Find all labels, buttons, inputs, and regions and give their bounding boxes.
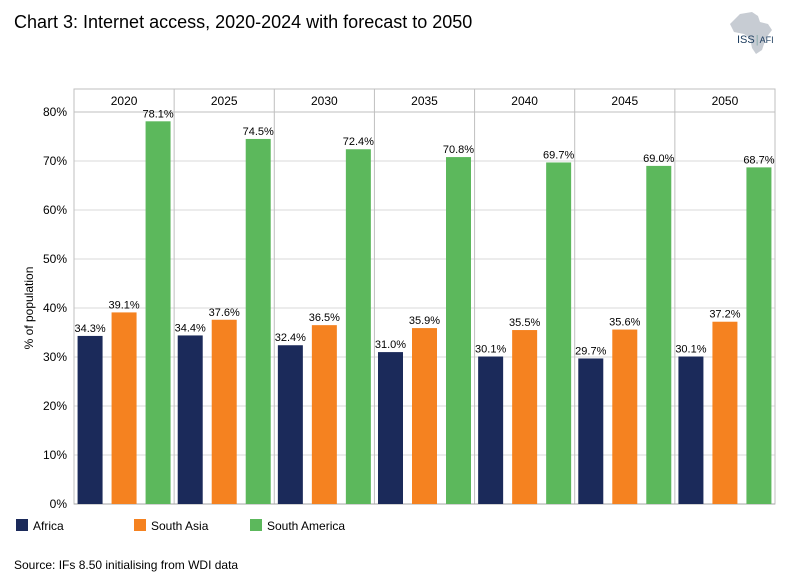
bar bbox=[211, 319, 237, 504]
y-tick-label: 0% bbox=[50, 497, 68, 511]
bar bbox=[678, 356, 704, 504]
data-label: 69.0% bbox=[643, 153, 674, 165]
y-tick-label: 20% bbox=[43, 399, 67, 413]
bar bbox=[77, 335, 103, 504]
bar bbox=[746, 167, 772, 504]
bar bbox=[446, 157, 471, 504]
bar bbox=[145, 121, 171, 504]
page-title: Chart 3: Internet access, 2020-2024 with… bbox=[14, 12, 473, 32]
bar bbox=[277, 345, 303, 504]
category-label: 2030 bbox=[311, 94, 338, 108]
bar bbox=[177, 335, 203, 504]
category-label: 2035 bbox=[411, 94, 438, 108]
data-label: 69.7% bbox=[543, 149, 574, 161]
y-tick-label: 30% bbox=[43, 350, 67, 364]
legend-swatch bbox=[16, 519, 28, 531]
data-label: 32.4% bbox=[275, 332, 306, 344]
category-label: 2050 bbox=[712, 94, 739, 108]
y-tick-label: 40% bbox=[43, 301, 67, 315]
bar bbox=[111, 312, 137, 504]
data-label: 78.1% bbox=[142, 108, 173, 120]
bar bbox=[646, 165, 672, 504]
y-axis-label: % of population bbox=[22, 267, 36, 350]
data-label: 37.6% bbox=[209, 307, 240, 319]
logo-sub: AFI bbox=[759, 35, 774, 45]
bar bbox=[378, 352, 403, 504]
africa-map-icon bbox=[730, 12, 772, 54]
data-label: 29.7% bbox=[575, 345, 606, 357]
y-tick-label: 60% bbox=[43, 203, 67, 217]
bar bbox=[712, 321, 738, 504]
bar bbox=[546, 162, 572, 504]
bar bbox=[578, 358, 604, 504]
bar bbox=[245, 138, 271, 504]
y-tick-label: 80% bbox=[43, 105, 67, 119]
bar bbox=[345, 149, 371, 505]
legend-label: South America bbox=[267, 519, 345, 533]
category-label: 2025 bbox=[211, 94, 238, 108]
legend-swatch bbox=[134, 519, 146, 531]
data-label: 35.6% bbox=[609, 317, 640, 329]
y-tick-label: 10% bbox=[43, 448, 67, 462]
bar bbox=[612, 329, 638, 504]
data-label: 35.5% bbox=[509, 317, 540, 329]
category-label: 2020 bbox=[111, 94, 138, 108]
bar bbox=[412, 328, 437, 504]
data-label: 35.9% bbox=[409, 315, 440, 327]
category-label: 2045 bbox=[611, 94, 638, 108]
legend-label: Africa bbox=[33, 519, 64, 533]
iss-logo: ISS|AFI bbox=[737, 34, 774, 46]
category-label: 2040 bbox=[511, 94, 538, 108]
data-label: 37.2% bbox=[709, 309, 740, 321]
legend-label: South Asia bbox=[151, 519, 209, 533]
data-label: 70.8% bbox=[443, 144, 474, 156]
bar bbox=[478, 356, 504, 504]
data-label: 74.5% bbox=[243, 126, 274, 138]
data-label: 30.1% bbox=[675, 344, 706, 356]
bar bbox=[311, 325, 337, 504]
data-label: 36.5% bbox=[309, 312, 340, 324]
legend-swatch bbox=[250, 519, 262, 531]
source-note: Source: IFs 8.50 initialising from WDI d… bbox=[14, 558, 239, 572]
data-label: 34.4% bbox=[175, 322, 206, 334]
data-label: 30.1% bbox=[475, 344, 506, 356]
data-label: 68.7% bbox=[743, 154, 774, 166]
y-tick-label: 70% bbox=[43, 154, 67, 168]
data-label: 39.1% bbox=[108, 299, 139, 311]
bar bbox=[512, 330, 538, 504]
logo-main: ISS bbox=[737, 34, 755, 46]
y-tick-label: 50% bbox=[43, 252, 67, 266]
data-label: 31.0% bbox=[375, 339, 406, 351]
data-label: 72.4% bbox=[343, 136, 374, 148]
data-label: 34.3% bbox=[74, 323, 105, 335]
